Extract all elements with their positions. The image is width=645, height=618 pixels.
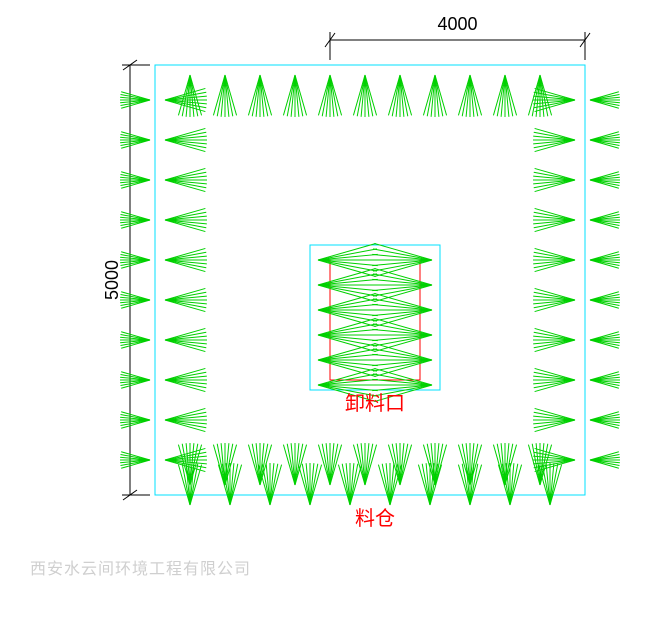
spray-nozzle-icon xyxy=(458,75,481,117)
spray-nozzle-icon xyxy=(120,132,150,149)
spray-nozzle-icon xyxy=(248,443,271,485)
spray-nozzle-icon xyxy=(493,75,516,117)
spray-nozzle-icon xyxy=(590,412,620,429)
spray-nozzle-icon xyxy=(533,88,575,111)
spray-nozzle-icon xyxy=(165,168,207,191)
spray-nozzle-icon xyxy=(533,248,575,271)
spray-nozzle-icon xyxy=(533,128,575,151)
spray-nozzle-icon xyxy=(120,412,150,429)
spray-nozzle-icon xyxy=(533,208,575,231)
svg-text:5000: 5000 xyxy=(102,260,122,300)
silo-label: 料仓 xyxy=(355,507,395,530)
spray-nozzle-icon xyxy=(388,443,411,485)
spray-nozzle-icon xyxy=(353,75,376,117)
spray-nozzle-icon xyxy=(533,368,575,391)
spray-nozzle-icon xyxy=(165,328,207,351)
spray-nozzle-icon xyxy=(423,75,446,117)
spray-nozzle-icon xyxy=(590,252,620,269)
spray-nozzle-icon xyxy=(590,172,620,189)
spray-nozzle-icon xyxy=(120,332,150,349)
spray-nozzle-icon xyxy=(318,318,378,351)
spray-nozzle-icon xyxy=(353,443,376,485)
spray-nozzle-icon xyxy=(213,75,236,117)
spray-nozzle-icon xyxy=(120,92,150,109)
spray-nozzle-icon xyxy=(120,372,150,389)
spray-nozzle-icon xyxy=(165,208,207,231)
spray-nozzle-icon xyxy=(533,168,575,191)
spray-nozzle-icon xyxy=(120,252,150,269)
spray-nozzle-icon xyxy=(165,408,207,431)
spray-nozzle-icon xyxy=(318,293,378,326)
spray-nozzle-icon xyxy=(533,288,575,311)
spray-nozzle-icon xyxy=(120,452,150,469)
spray-nozzle-icon xyxy=(372,243,432,276)
watermark-text: 西安水云间环境工程有限公司 xyxy=(30,555,251,579)
spray-nozzle-icon xyxy=(318,243,378,276)
spray-nozzle-icon xyxy=(120,172,150,189)
spray-nozzle-icon xyxy=(283,443,306,485)
spray-nozzle-icon xyxy=(458,463,481,505)
spray-nozzle-icon xyxy=(318,343,378,376)
spray-nozzle-icon xyxy=(372,343,432,376)
spray-nozzle-icon xyxy=(165,248,207,271)
svg-text:4000: 4000 xyxy=(437,14,477,34)
discharge-port-label: 卸料口 xyxy=(345,392,405,415)
spray-nozzle-icon xyxy=(590,452,620,469)
spray-nozzle-icon xyxy=(318,75,341,117)
spray-nozzle-icon xyxy=(120,292,150,309)
spray-nozzle-icon xyxy=(372,293,432,326)
spray-nozzle-icon xyxy=(338,463,361,505)
spray-nozzle-icon xyxy=(165,88,207,111)
spray-nozzle-icon xyxy=(590,372,620,389)
spray-nozzle-icon xyxy=(528,75,551,117)
spray-nozzle-icon xyxy=(528,443,551,485)
spray-nozzle-icon xyxy=(318,268,378,301)
spray-nozzle-icon xyxy=(248,75,271,117)
spray-nozzle-icon xyxy=(533,328,575,351)
spray-nozzle-icon xyxy=(165,128,207,151)
spray-nozzle-icon xyxy=(178,75,201,117)
spray-nozzle-icon xyxy=(533,408,575,431)
spray-nozzle-icon xyxy=(372,318,432,351)
spray-nozzle-icon xyxy=(590,92,620,109)
spray-nozzle-icon xyxy=(120,212,150,229)
spray-nozzle-icon xyxy=(590,292,620,309)
spray-nozzle-icon xyxy=(165,288,207,311)
spray-nozzle-icon xyxy=(318,443,341,485)
spray-nozzle-icon xyxy=(283,75,306,117)
spray-nozzle-icon xyxy=(388,75,411,117)
engineering-diagram: 4000 5000 卸料口料仓 xyxy=(0,0,645,618)
spray-nozzle-icon xyxy=(372,268,432,301)
spray-nozzle-icon xyxy=(590,212,620,229)
spray-nozzle-icon xyxy=(590,332,620,349)
spray-nozzle-icon xyxy=(590,132,620,149)
spray-nozzle-icon xyxy=(165,368,207,391)
spray-nozzle-icon xyxy=(298,463,321,505)
